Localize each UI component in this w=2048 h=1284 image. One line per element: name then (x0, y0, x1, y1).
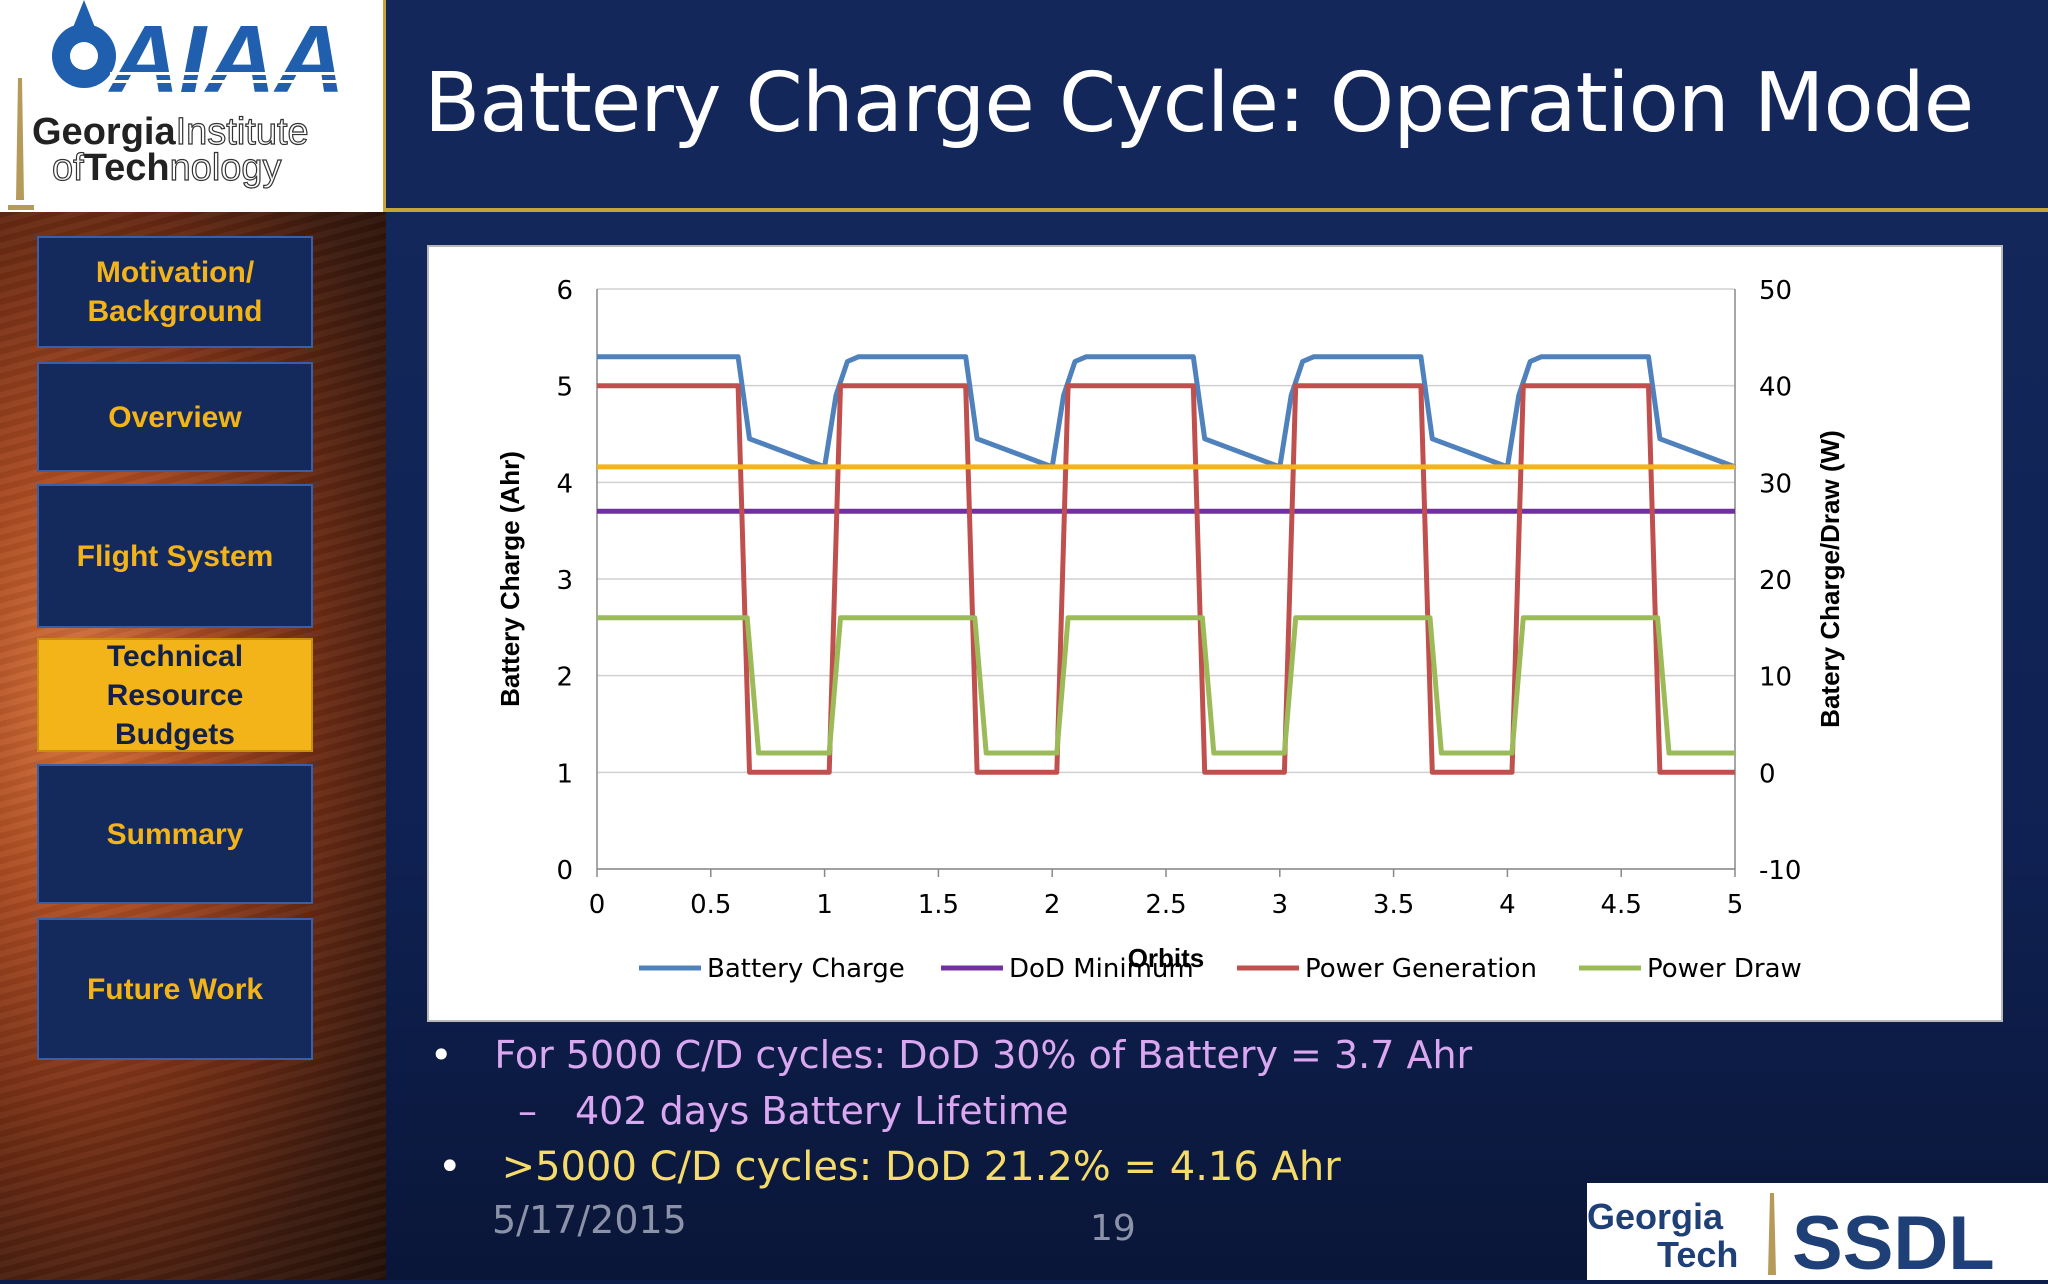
y-left-tick-label: 5 (556, 373, 573, 403)
bullet-2: –402 days Battery Lifetime (518, 1089, 1068, 1133)
y-right-tick-label: 50 (1759, 276, 1792, 306)
y-axis-right-label: Batery Charge/Draw (W) (1815, 430, 1845, 728)
y-left-tick-label: 1 (556, 759, 573, 789)
x-tick-label: 2 (1044, 890, 1061, 920)
y-left-tick-label: 3 (556, 566, 573, 596)
legend-entry: Power Draw (1647, 954, 1802, 984)
ssdl-logo-tech: Tech (1657, 1234, 1738, 1275)
x-tick-label: 3 (1272, 890, 1289, 920)
y-left-tick-label: 6 (556, 276, 573, 306)
sidebar-item-label: Technical (106, 639, 244, 673)
x-tick-label: 4 (1499, 890, 1516, 920)
sidebar-item-label: Overview (108, 400, 242, 434)
slide-header (386, 0, 2048, 212)
gt-logo-nology: nology (170, 147, 282, 189)
svg-text:ofTechnology: ofTechnology (52, 147, 282, 189)
legend-entry: Power Generation (1305, 954, 1537, 984)
chart-container: 0 1 2 3 4 5 6 -10 0 10 20 30 40 50 0 0.5 1 1.5 2 2.5 3 3.5 4 4.… (427, 245, 2003, 1022)
gt-spire-icon (1768, 1193, 1776, 1275)
aiaa-emblem-icon (52, 0, 116, 88)
y-right-tick-label: -10 (1759, 856, 1801, 886)
chart-grid (597, 288, 1735, 870)
sidebar-item-technical-resource-budgets[interactable]: Technical Resource Budgets (37, 638, 313, 752)
gt-ssdl-logo: Georgia Tech SSDL (1587, 1183, 2048, 1284)
bullet-dash: – (518, 1089, 537, 1133)
logo-panel: AIAA GeorgiaInstitute ofTechnology (0, 0, 386, 212)
slide-number: 19 (1090, 1208, 1136, 1249)
y-right-tick-label: 30 (1759, 469, 1792, 499)
sidebar-item-overview[interactable]: Overview (37, 362, 313, 472)
ssdl-logo-georgia: Georgia (1587, 1196, 1724, 1237)
sidebar-item-summary[interactable]: Summary (37, 764, 313, 904)
legend-entry: Battery Charge (707, 954, 905, 984)
slide-title: Battery Charge Cycle: Operation Mode (424, 56, 1974, 151)
y-left-tick-label: 4 (556, 469, 573, 499)
sidebar-item-label: Summary (106, 817, 244, 851)
chart-series (597, 354, 1736, 775)
sidebar-item-label: Future Work (86, 972, 264, 1006)
x-axis-label: Orbits (1128, 943, 1205, 973)
svg-text:GeorgiaInstitute: GeorgiaInstitute (32, 111, 309, 153)
sidebar-item-flight-system[interactable]: Flight System (37, 484, 313, 628)
gt-logo-tech: Tech (84, 147, 170, 189)
aiaa-logo-text: AIAA (108, 6, 345, 113)
series-line-battery-charge (597, 354, 1736, 470)
sidebar-item-label: Budgets (114, 717, 235, 751)
bullet-1-text: For 5000 C/D cycles: DoD 30% of Battery … (494, 1033, 1473, 1077)
x-tick-label: 2.5 (1145, 890, 1186, 920)
gt-logo-institute: Institute (176, 111, 309, 153)
bullet-2-text: 402 days Battery Lifetime (575, 1089, 1069, 1133)
bullet-3: • >5000 C/D cycles: DoD 21.2% = 4.16 Ahr (438, 1144, 1341, 1190)
gt-spire-icon (8, 78, 34, 210)
x-tick-label: 5 (1727, 890, 1744, 920)
x-tick-label: 4.5 (1601, 890, 1642, 920)
sidebar-item-motivation[interactable]: Motivation/ Background (37, 236, 313, 348)
y-left-tick-label: 2 (556, 663, 573, 693)
gt-logo-georgia: Georgia (32, 111, 176, 153)
series-line-power-draw (597, 615, 1735, 756)
bullet-3-text: >5000 C/D cycles: DoD 21.2% = 4.16 Ahr (501, 1144, 1341, 1190)
sidebar-item-label: Background (87, 295, 263, 328)
aiaa-gt-logo: AIAA GeorgiaInstitute ofTechnology (8, 0, 380, 210)
legend-entry: DoD Minimum (1009, 954, 1194, 984)
sidebar-item-future-work[interactable]: Future Work (37, 918, 313, 1060)
sidebar-item-label: Flight System (76, 539, 274, 573)
bullet-dot: • (438, 1144, 462, 1190)
x-tick-label: 1.5 (918, 890, 959, 920)
x-tick-label: 0.5 (690, 890, 731, 920)
battery-charge-chart: 0 1 2 3 4 5 6 -10 0 10 20 30 40 50 0 0.5 1 1.5 2 2.5 3 3.5 4 4.… (495, 276, 1845, 984)
y-right-tick-label: 40 (1759, 373, 1792, 403)
x-tick-label: 0 (589, 890, 606, 920)
bullet-1: • For 5000 C/D cycles: DoD 30% of Battery… (430, 1033, 1472, 1077)
gt-logo-of: of (52, 147, 84, 189)
bullet-dot: • (430, 1033, 453, 1077)
y-right-tick-label: 0 (1759, 759, 1776, 789)
y-axis-left-label: Battery Charge (Ahr) (495, 451, 525, 707)
y-left-tick-label: 0 (556, 856, 573, 886)
y-right-tick-label: 10 (1759, 663, 1792, 693)
slide-date: 5/17/2015 (492, 1198, 687, 1242)
sidebar-item-label: Resource (106, 678, 244, 712)
chart-legend: Battery Charge DoD Minimum Power Generatio… (639, 954, 1802, 984)
y-right-tick-label: 20 (1759, 566, 1792, 596)
chart-axes (596, 289, 1736, 877)
x-tick-label: 1 (816, 890, 833, 920)
chart-ticks: 0 1 2 3 4 5 6 -10 0 10 20 30 40 50 0 0.5 1 1.5 2 2.5 3 3.5 4 4.… (556, 276, 1801, 920)
x-tick-label: 3.5 (1373, 890, 1414, 920)
sidebar-item-label: Motivation/ (95, 256, 255, 289)
ssdl-logo-text: SSDL (1792, 1201, 1995, 1280)
